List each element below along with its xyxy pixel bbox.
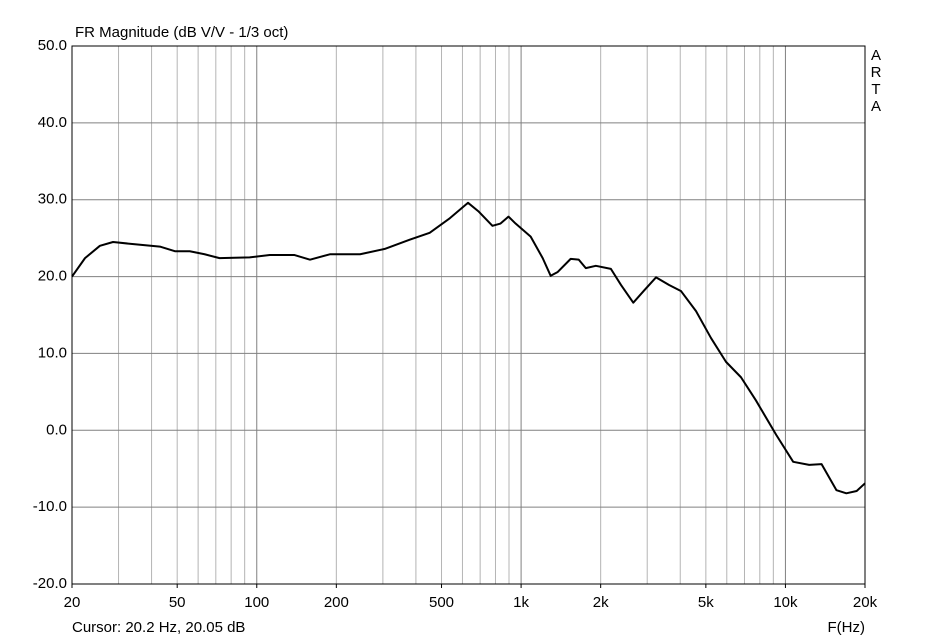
y-tick-label: 40.0 (38, 114, 67, 131)
plot-frame (71, 45, 866, 585)
y-tick-label: 50.0 (38, 37, 67, 54)
x-axis-label: F(Hz) (828, 619, 866, 636)
x-tick-label: 500 (429, 594, 454, 611)
x-tick-label: 1k (513, 594, 529, 611)
y-tick-label: 30.0 (38, 191, 67, 208)
x-tick-label: 200 (324, 594, 349, 611)
x-tick-label: 2k (593, 594, 609, 611)
chart-title: FR Magnitude (dB V/V - 1/3 oct) (75, 24, 288, 41)
watermark-letter: A (871, 47, 881, 64)
y-tick-label: 10.0 (38, 344, 67, 361)
y-tick-label: -10.0 (33, 498, 67, 515)
y-tick-label: 20.0 (38, 268, 67, 285)
response-curve (71, 201, 866, 495)
y-tick-label: -20.0 (33, 575, 67, 592)
x-tick-label: 50 (169, 594, 186, 611)
x-tick-label: 20 (64, 594, 81, 611)
watermark-letter: T (871, 81, 880, 98)
cursor-readout: Cursor: 20.2 Hz, 20.05 dB (72, 619, 245, 636)
y-tick-label: 0.0 (46, 421, 67, 438)
x-tick-label: 100 (244, 594, 269, 611)
watermark-letter: A (871, 98, 881, 115)
x-tick-label: 5k (698, 594, 714, 611)
watermark-letter: R (871, 64, 882, 81)
x-tick-label: 10k (773, 594, 798, 611)
x-tick-label: 20k (853, 594, 878, 611)
